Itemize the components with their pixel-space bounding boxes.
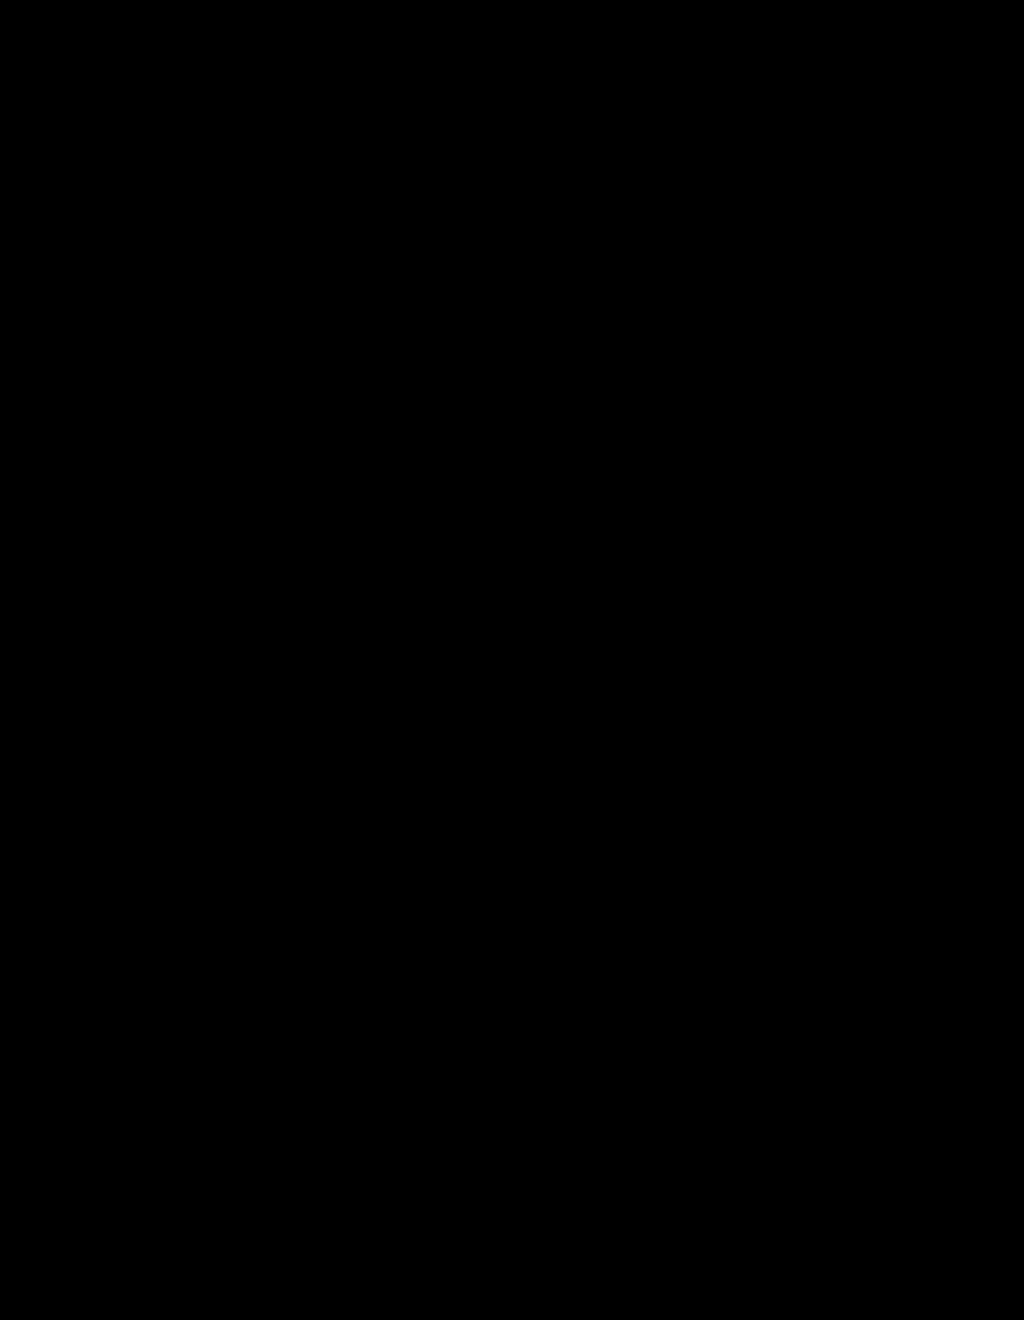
Text: Any
of
D-A: Any of D-A	[741, 401, 765, 445]
Text: 4:1: 4:1	[575, 418, 591, 428]
Text: Any
of
H-E: Any of H-E	[741, 803, 765, 846]
Bar	[170, 668, 870, 1137]
Text: 191: 191	[187, 682, 208, 692]
Bar	[218, 870, 333, 952]
Text: 4:1: 4:1	[575, 511, 591, 521]
Text: —*—: —*—	[737, 1092, 769, 1105]
Text: 540: 540	[138, 942, 162, 956]
Text: 4:1: 4:1	[575, 325, 591, 335]
Bar	[663, 473, 843, 560]
Text: 541: 541	[600, 273, 618, 282]
Text: Any
of
D-A: Any of D-A	[741, 309, 765, 351]
Text: 4:1: 4:1	[575, 818, 591, 829]
Text: 549: 549	[864, 1088, 886, 1098]
Bar	[663, 379, 843, 467]
Text: Any
of
H-E: Any of H-E	[741, 977, 765, 1019]
Text: 63: 63	[187, 564, 201, 573]
Bar	[663, 783, 843, 865]
Bar	[218, 473, 333, 560]
Bar	[648, 176, 858, 645]
Text: 4:1: 4:1	[575, 733, 591, 742]
Text: D: D	[265, 502, 286, 531]
Bar	[183, 678, 348, 1126]
Text: 255: 255	[187, 1041, 208, 1052]
Text: 255: 255	[174, 1093, 196, 1104]
Bar	[663, 957, 843, 1039]
Text: G: G	[265, 898, 286, 925]
Bar	[183, 176, 348, 645]
Text: 4:1: 4:1	[575, 232, 591, 242]
Bar	[187, 1078, 344, 1118]
Text: 0: 0	[187, 180, 194, 189]
Bar	[218, 193, 333, 281]
Text: A: A	[266, 223, 285, 251]
Text: B: B	[266, 315, 285, 345]
Text: 542: 542	[600, 366, 618, 376]
Text: Any
of
D-A: Any of D-A	[741, 495, 765, 537]
Bar	[663, 870, 843, 952]
Bar	[218, 696, 333, 777]
Text: FIG. 5b: FIG. 5b	[830, 871, 909, 888]
Bar	[155, 154, 895, 1175]
Bar	[218, 286, 333, 374]
Polygon shape	[560, 880, 632, 942]
Text: C: C	[266, 409, 286, 437]
Text: —**—: —**—	[734, 609, 772, 622]
Text: 545: 545	[600, 770, 618, 780]
Bar	[663, 193, 843, 281]
Polygon shape	[560, 203, 632, 271]
Text: —*—: —*—	[250, 1092, 282, 1105]
Bar	[648, 678, 858, 1126]
Polygon shape	[560, 706, 632, 768]
Text: E: E	[266, 723, 285, 751]
Polygon shape	[560, 793, 632, 855]
Text: bits
7-6: bits 7-6	[551, 453, 575, 477]
Text: Any
of
H-E: Any of H-E	[741, 715, 765, 759]
Text: 548: 548	[600, 1031, 618, 1041]
Text: Any
of
H-E: Any of H-E	[741, 890, 765, 932]
Polygon shape	[560, 296, 632, 364]
Text: US 2013/0212360 A1: US 2013/0212360 A1	[742, 66, 898, 78]
Bar	[187, 593, 344, 638]
Text: 127: 127	[174, 610, 196, 620]
Bar	[218, 783, 333, 865]
Text: bits
1-0: bits 1-0	[551, 676, 575, 701]
Polygon shape	[560, 482, 632, 550]
Polygon shape	[560, 968, 632, 1030]
Text: bits
7-6: bits 7-6	[551, 937, 575, 962]
Text: 543: 543	[600, 459, 618, 469]
Text: bits
1-0: bits 1-0	[551, 173, 575, 198]
Text: —**—: —**—	[247, 609, 285, 622]
Text: Aug. 15, 2013  Sheet 9 of 12: Aug. 15, 2013 Sheet 9 of 12	[350, 66, 560, 78]
Bar	[218, 957, 333, 1039]
Bar	[218, 379, 333, 467]
Text: bits
3-2: bits 3-2	[551, 267, 575, 290]
Text: Patent Application Publication: Patent Application Publication	[138, 66, 365, 78]
Text: bits
5-4: bits 5-4	[551, 359, 575, 384]
Text: H: H	[265, 983, 286, 1012]
Text: 547: 547	[600, 944, 618, 954]
Bar	[663, 286, 843, 374]
Text: bits
5-4: bits 5-4	[551, 850, 575, 875]
Bar	[663, 696, 843, 777]
Text: 502: 502	[901, 165, 925, 178]
Bar	[663, 593, 843, 638]
Bar	[170, 165, 870, 655]
Text: bits
3-2: bits 3-2	[551, 763, 575, 788]
Text: 4:1: 4:1	[575, 906, 591, 916]
Text: F: F	[267, 810, 284, 838]
Bar	[663, 1078, 843, 1118]
Text: 546: 546	[600, 857, 618, 867]
Text: Any
of
D-A: Any of D-A	[741, 215, 765, 259]
Polygon shape	[560, 389, 632, 457]
Text: 4:1: 4:1	[575, 993, 591, 1003]
Text: 544: 544	[600, 552, 618, 562]
